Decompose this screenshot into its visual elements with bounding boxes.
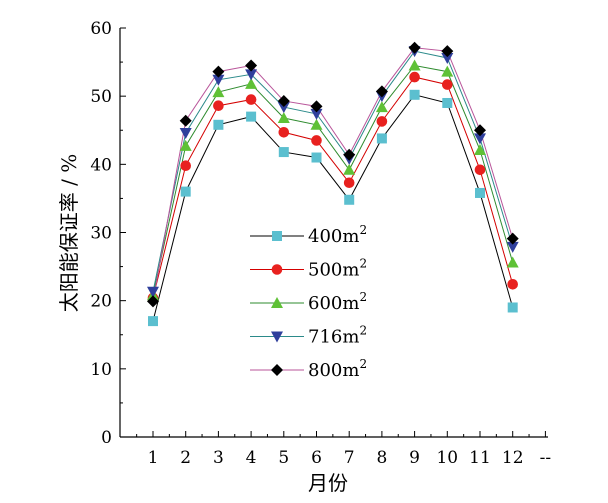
x-tick-label: 3 <box>213 448 224 468</box>
y-tick-label: 40 <box>90 155 112 175</box>
data-point-triangle <box>375 101 388 113</box>
x-tick-label: 9 <box>409 448 420 468</box>
data-point-circle <box>376 116 388 127</box>
data-point-circle <box>180 160 191 171</box>
legend-label: 500m2 <box>308 257 367 281</box>
x-tick-label: 10 <box>436 448 458 468</box>
data-point-triangle <box>179 139 192 151</box>
data-point-square <box>442 97 453 108</box>
series-markers <box>147 41 519 327</box>
y-axis-label: 太阳能保证率 / % <box>57 154 81 312</box>
y-tick-label: 0 <box>101 428 112 448</box>
data-point-circle <box>343 177 355 189</box>
data-point-diamond <box>147 295 159 308</box>
legend-label: 716m2 <box>308 324 367 348</box>
y-tick-label: 50 <box>90 87 112 107</box>
x-tick-label: 12 <box>502 448 524 468</box>
x-tick-label: 11 <box>469 448 491 468</box>
data-point-square <box>148 316 158 327</box>
data-point-triangle-down <box>441 52 454 64</box>
series-line-4 <box>152 50 514 292</box>
series-line-1 <box>152 94 514 322</box>
y-tick-label: 60 <box>90 19 112 39</box>
legend: 400m2 500m2 600m2 716m2 800m2 <box>250 223 367 381</box>
data-point-triangle-down <box>310 108 323 120</box>
y-tick-label: 30 <box>90 224 112 244</box>
data-point-triangle <box>277 111 290 123</box>
data-point-diamond <box>343 148 356 161</box>
data-point-diamond <box>408 41 421 54</box>
series-line-2 <box>152 76 514 299</box>
data-point-triangle <box>506 256 519 268</box>
data-point-triangle <box>245 77 258 89</box>
data-point-circle <box>442 79 453 90</box>
data-point-triangle-down <box>179 127 192 139</box>
x-tick-label: 6 <box>311 448 322 468</box>
data-point-square <box>311 152 322 163</box>
x-tick-label: -- <box>540 448 552 468</box>
data-point-square <box>376 133 387 144</box>
data-point-diamond <box>474 124 486 137</box>
data-point-triangle <box>441 65 454 77</box>
data-point-triangle <box>310 118 323 130</box>
data-point-diamond <box>271 364 283 376</box>
data-point-square <box>507 302 518 313</box>
data-point-circle <box>213 100 224 112</box>
data-point-triangle-down <box>212 74 225 86</box>
data-point-diamond <box>277 94 290 107</box>
data-point-circle <box>245 94 257 105</box>
data-point-triangle <box>343 163 356 175</box>
data-point-diamond <box>245 59 258 72</box>
x-axis-label: 月份 <box>308 471 348 495</box>
series-line-3 <box>152 64 514 296</box>
x-tick-label: 1 <box>148 448 159 468</box>
data-point-square <box>409 89 420 100</box>
data-point-triangle-down <box>277 102 290 114</box>
data-point-triangle-down <box>506 241 519 253</box>
x-tick-label: 4 <box>246 448 257 468</box>
data-point-triangle <box>408 59 421 71</box>
data-point-circle <box>311 135 322 146</box>
x-tick-label: 7 <box>344 448 355 468</box>
data-point-triangle-down <box>147 286 159 298</box>
data-point-square <box>180 186 191 197</box>
data-point-diamond <box>212 65 225 78</box>
data-point-diamond <box>506 232 519 245</box>
data-point-square <box>344 194 355 205</box>
legend-label: 600m2 <box>308 290 367 314</box>
x-tick-label: 2 <box>180 448 191 468</box>
data-point-square <box>278 147 289 158</box>
y-tick-label: 20 <box>90 292 112 312</box>
data-point-triangle <box>271 297 283 308</box>
data-point-diamond <box>179 114 192 127</box>
data-point-circle <box>278 126 290 138</box>
legend-label: 400m2 <box>308 223 367 247</box>
legend-label: 800m2 <box>308 357 367 381</box>
data-point-square <box>246 111 257 122</box>
data-point-circle <box>409 71 420 83</box>
data-point-square <box>272 231 282 241</box>
data-point-triangle-down <box>474 133 486 145</box>
x-tick-label: 8 <box>376 448 387 468</box>
data-point-triangle-down <box>245 69 258 81</box>
data-point-circle <box>271 264 283 275</box>
data-point-triangle-down <box>271 331 283 343</box>
series-lines <box>152 47 514 322</box>
data-point-diamond <box>375 85 388 98</box>
data-point-circle <box>474 164 486 176</box>
y-tick-label: 10 <box>90 360 112 380</box>
data-point-square <box>213 119 224 130</box>
data-point-triangle <box>212 86 225 98</box>
data-point-square <box>475 187 485 198</box>
data-point-diamond <box>310 100 323 113</box>
x-tick-label: 5 <box>278 448 289 468</box>
data-point-triangle <box>474 144 486 156</box>
series-line-5 <box>152 47 514 302</box>
data-point-diamond <box>441 45 454 58</box>
data-point-circle <box>507 279 518 290</box>
